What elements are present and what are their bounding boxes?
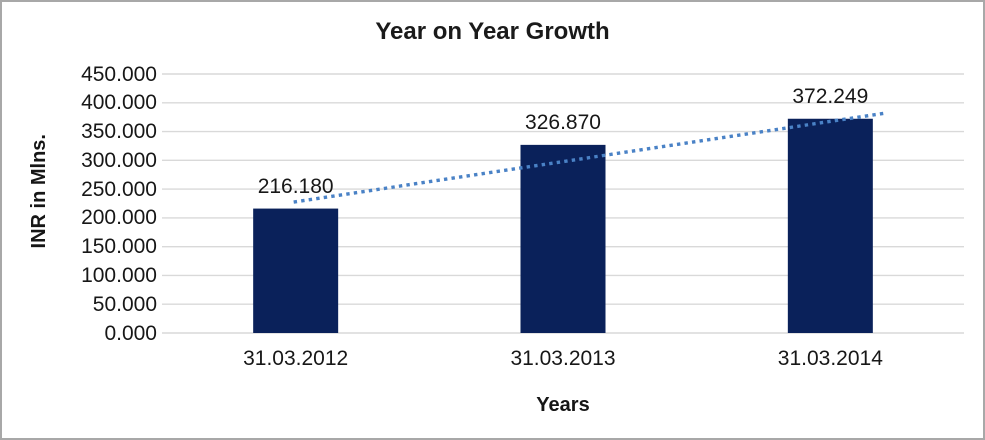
y-tick-label: 50.000 — [92, 292, 157, 316]
y-tick-label: 400.000 — [81, 91, 157, 115]
bar-value-label: 326.870 — [525, 110, 601, 134]
y-tick-label: 0.000 — [104, 321, 157, 345]
chart-title: Year on Year Growth — [375, 18, 610, 45]
trendline — [293, 111, 886, 204]
bar-value-label: 372.249 — [792, 84, 869, 108]
y-tick-label: 200.000 — [81, 206, 157, 230]
bar-value-label: 216.180 — [257, 174, 334, 198]
x-category-label: 31.03.2012 — [243, 347, 349, 370]
x-category-label: 31.03.2013 — [510, 347, 616, 370]
y-tick-label: 250.000 — [81, 177, 157, 201]
y-tick-label: 450.000 — [81, 62, 157, 86]
y-tick-label: 350.000 — [81, 120, 157, 144]
y-tick-label: 100.000 — [81, 263, 157, 287]
bar — [253, 208, 339, 333]
x-axis-title: Years — [536, 394, 590, 416]
bar — [520, 144, 606, 333]
y-tick-label: 300.000 — [81, 148, 157, 172]
y-tick-label: 150.000 — [81, 235, 157, 259]
x-category-label: 31.03.2014 — [777, 347, 883, 370]
bar — [787, 118, 873, 333]
